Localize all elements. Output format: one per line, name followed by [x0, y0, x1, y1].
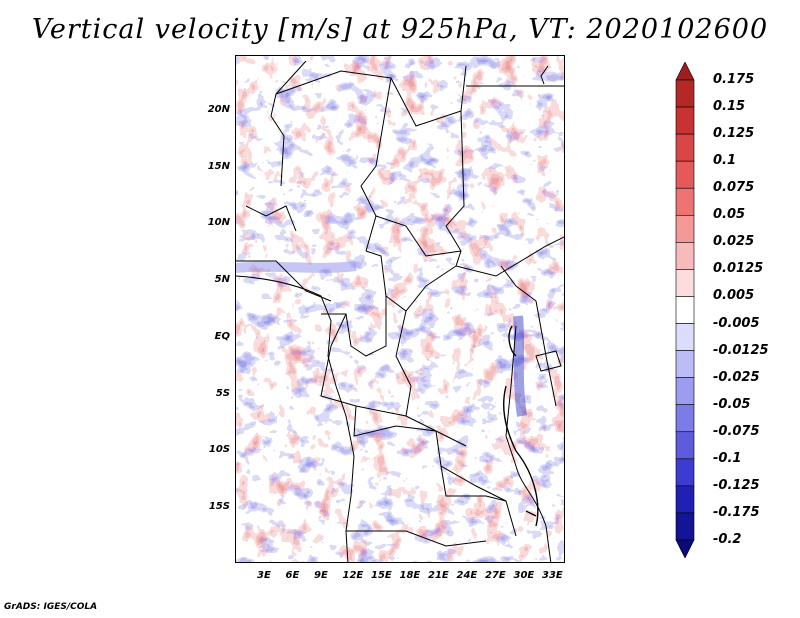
colorbar-tick-label: -0.1 [713, 450, 742, 466]
map-plot-area [235, 55, 565, 563]
lon-label: 18E [399, 570, 421, 581]
colorbar-tick-label: -0.025 [713, 369, 760, 385]
colorbar-tick-label: 0.1 [713, 153, 737, 169]
colorbar-tick-label: 0.005 [713, 288, 755, 304]
colorbar-swatch [675, 79, 695, 108]
colorbar-tick-label: -0.075 [713, 423, 760, 439]
lat-label: 5S [215, 387, 230, 399]
colorbar-swatch [675, 214, 695, 243]
lon-label: 30E [513, 570, 535, 581]
rift-valley-band [513, 315, 527, 417]
colorbar-tick-label: 0.075 [713, 180, 755, 196]
colorbar-swatch [675, 242, 695, 270]
colorbar-tick-label: 0.0125 [713, 261, 764, 277]
lon-label: 15E [371, 570, 392, 581]
velocity-shading [236, 56, 564, 562]
colorbar-tick-label: -0.175 [713, 504, 760, 520]
lat-label: EQ [214, 330, 230, 342]
colorbar-swatch [675, 133, 695, 162]
colorbar-tick-label: 0.15 [713, 99, 746, 115]
lon-label: 3E [257, 570, 271, 581]
lat-label: 10N [207, 217, 230, 229]
colorbar-tick-label: 0.025 [713, 234, 755, 250]
colorbar-swatch [675, 539, 695, 558]
colorbar-tick-label: -0.005 [713, 315, 760, 331]
lon-label: 12E [342, 570, 364, 581]
lat-label: 15S [208, 500, 230, 512]
colorbar-swatch [675, 323, 695, 351]
lat-label: 5N [214, 274, 230, 286]
lon-label: 27E [485, 570, 506, 581]
lat-label: 10S [208, 444, 230, 456]
colorbar-tick-label: -0.125 [713, 477, 760, 493]
colorbar-swatch [675, 458, 695, 487]
colorbar-swatch [675, 187, 695, 216]
colorbar-swatch [675, 377, 695, 406]
lon-label: 24E [456, 570, 478, 581]
coastline [236, 65, 552, 562]
lon-label: 21E [428, 570, 449, 581]
chart-title: Vertical velocity [m/s] at 925hPa, VT: 2… [31, 14, 769, 45]
vertical-velocity-field [236, 56, 564, 562]
colorbar-swatch [675, 106, 695, 135]
colorbar-swatch [675, 485, 695, 514]
colorbar-tick-label: 0.05 [713, 207, 746, 223]
colorbar-tick-label: 0.175 [713, 72, 755, 87]
colorbar-tick-label: -0.0125 [713, 342, 769, 358]
gulf-of-guinea-band [236, 261, 357, 273]
lon-label: 6E [285, 570, 300, 581]
colorbar-swatch [675, 160, 695, 189]
colorbar-swatch [675, 62, 695, 81]
colorbar-swatch [675, 350, 695, 378]
lat-label: 20N [207, 104, 230, 115]
colorbar-swatch [675, 269, 695, 297]
colorbar-tick-label: -0.2 [713, 532, 742, 547]
colorbar-swatch [675, 431, 695, 460]
colorbar-tick-label: -0.05 [713, 396, 751, 412]
colorbar-swatch [675, 404, 695, 433]
lon-label: 9E [314, 570, 328, 581]
colorbar-swatch [675, 512, 695, 541]
grads-credit: GrADS: IGES/COLA [4, 602, 98, 612]
colorbar [675, 62, 695, 558]
lat-label: 15N [207, 160, 230, 172]
colorbar-tick-label: 0.125 [713, 126, 755, 142]
colorbar-swatch [675, 296, 695, 324]
country-borders [236, 60, 564, 547]
lakes [503, 325, 539, 527]
lon-label: 33E [542, 570, 563, 581]
